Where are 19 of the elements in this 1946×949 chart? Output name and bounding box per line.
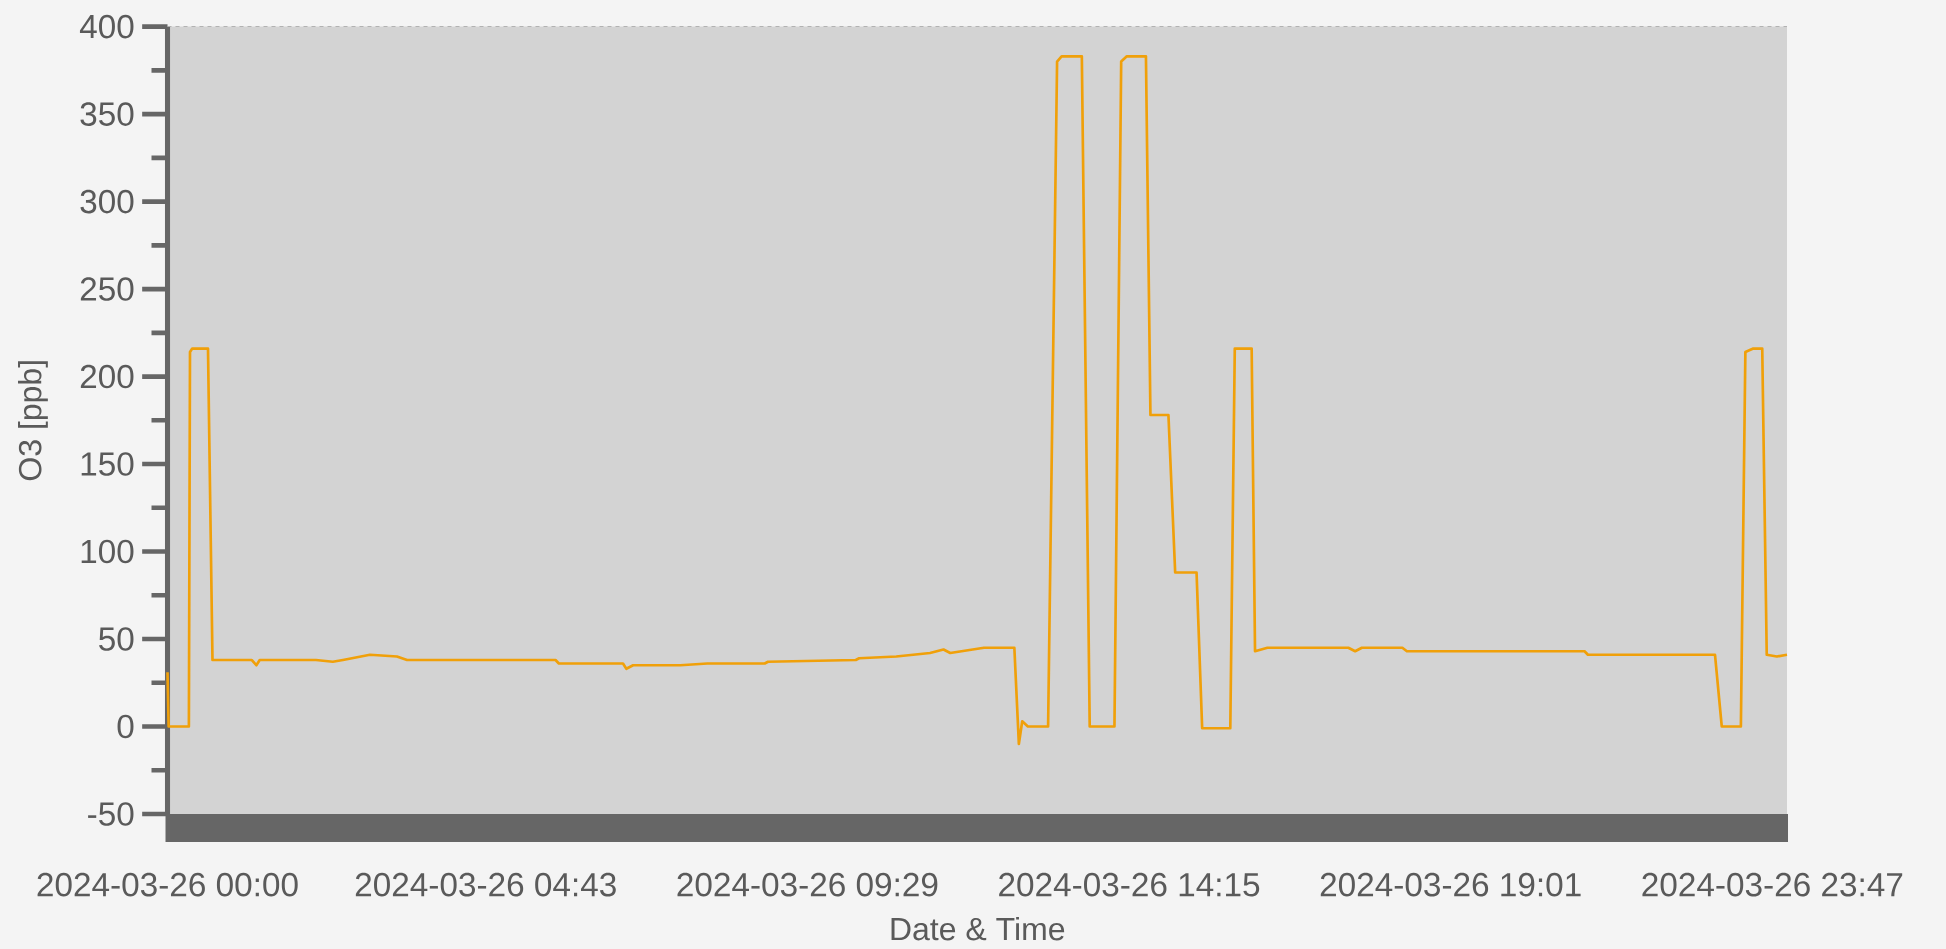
- x-tick-label: 2024-03-26 23:47: [1642, 872, 1903, 897]
- x-tick-label: 2024-03-26 19:01: [1320, 872, 1581, 897]
- y-tick-label: 200: [80, 364, 134, 389]
- y-tick-label: 150: [81, 452, 134, 476]
- x-tick-label: 2024-03-26 00:00: [37, 872, 298, 897]
- x-axis-title: Date & Time: [891, 916, 1065, 941]
- line-series: [166, 54, 1789, 746]
- y-tick-label: 400: [79, 14, 134, 39]
- y-tick-label: 300: [80, 189, 134, 214]
- x-tick-label: 2024-03-26 04:43: [355, 872, 616, 897]
- x-tick-label: 2024-03-26 14:15: [999, 872, 1260, 897]
- y-tick-label: 100: [81, 539, 134, 564]
- y-tick-label: 250: [80, 277, 134, 301]
- y-tick-label: -50: [88, 802, 134, 826]
- y-axis-title: O3 [ppb]: [18, 361, 48, 481]
- y-tick-label: 0: [117, 714, 134, 739]
- y-tick-label: 350: [80, 102, 134, 126]
- x-tick-label: 2024-03-26 09:29: [677, 872, 938, 897]
- y-tick-label: 50: [99, 627, 134, 651]
